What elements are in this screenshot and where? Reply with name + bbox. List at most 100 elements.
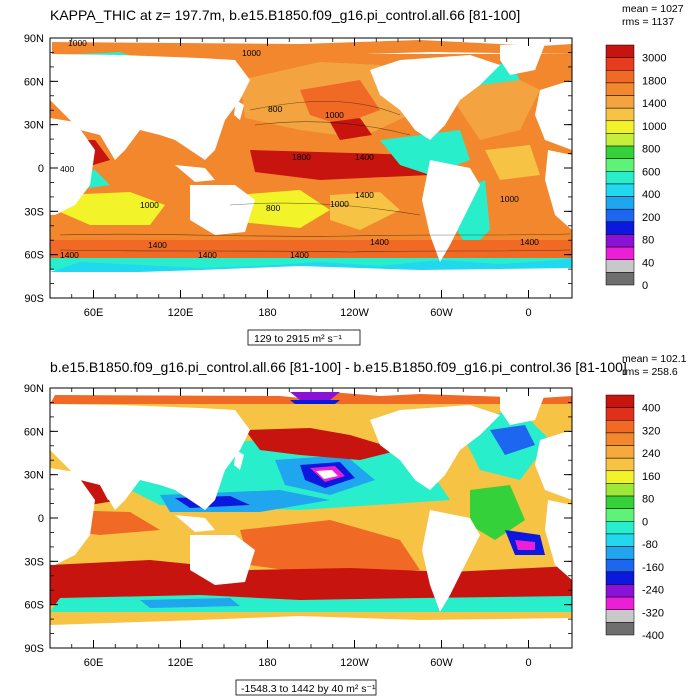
svg-text:1000: 1000 bbox=[68, 38, 87, 48]
colorbar-swatch bbox=[605, 57, 635, 71]
panel-a-range-box bbox=[247, 329, 361, 346]
panel-b-range-label: -1548.3 to 1442 by 40 m² s⁻¹ bbox=[241, 683, 376, 695]
colorbar-swatch bbox=[605, 546, 635, 560]
y-tick-label: 90N bbox=[24, 33, 44, 45]
y-tick-label: 60S bbox=[24, 600, 44, 612]
colorbar-swatch bbox=[605, 208, 635, 223]
colorbar-label: 160 bbox=[642, 471, 660, 483]
panel-a-map: 1000 1000 800 1000 1800 1400 400 1000 80… bbox=[50, 38, 572, 298]
panel-a: KAPPA_THIC at z= 197.7m, b.e15.B1850.f09… bbox=[24, 3, 684, 346]
colorbar-label: -240 bbox=[642, 585, 664, 597]
y-tick-label: 30N bbox=[24, 120, 44, 132]
panel-b: b.e15.B1850.f09_g16.pi_control.all.66 [8… bbox=[24, 353, 687, 696]
colorbar-label: -400 bbox=[642, 630, 664, 642]
x-tick-label: 180 bbox=[258, 307, 276, 319]
colorbar-label: 3000 bbox=[642, 53, 666, 65]
panel-b-colorbar: 400 320 240 160 80 0 -80 -160 -240 -320 -400 bbox=[605, 394, 664, 642]
colorbar-label: 320 bbox=[642, 425, 660, 437]
svg-text:1000: 1000 bbox=[500, 194, 519, 204]
y-tick-label: 0 bbox=[38, 163, 44, 175]
colorbar-swatch bbox=[605, 145, 635, 159]
y-tick-label: 90S bbox=[24, 643, 44, 655]
colorbar-swatch bbox=[605, 70, 635, 84]
colorbar-label: 1400 bbox=[642, 98, 666, 110]
colorbar-swatch bbox=[605, 432, 635, 446]
colorbar-swatch bbox=[605, 120, 635, 134]
colorbar-label: 1000 bbox=[642, 121, 666, 133]
svg-text:1400: 1400 bbox=[370, 237, 389, 247]
colorbar-label: 200 bbox=[642, 212, 660, 224]
colorbar-swatch bbox=[605, 558, 635, 573]
colorbar-swatch bbox=[605, 183, 635, 197]
svg-text:1400: 1400 bbox=[148, 240, 167, 250]
y-tick-label: 60N bbox=[24, 426, 44, 438]
colorbar-swatch bbox=[605, 95, 635, 109]
y-tick-label: 90N bbox=[24, 383, 44, 395]
colorbar-label: 400 bbox=[642, 189, 660, 201]
colorbar-label: 800 bbox=[642, 144, 660, 156]
colorbar-swatch bbox=[605, 495, 635, 509]
x-tick-label: 120W bbox=[340, 307, 369, 319]
colorbar-label: -160 bbox=[642, 562, 664, 574]
svg-text:800: 800 bbox=[268, 104, 282, 114]
colorbar-swatch bbox=[605, 483, 635, 497]
panel-b-rms: rms = 258.6 bbox=[622, 366, 678, 378]
y-tick-label: 0 bbox=[38, 513, 44, 525]
colorbar-swatch bbox=[605, 259, 635, 273]
panel-a-axes: 60E 120E 180 120W 60W 0 90N 60N 30N 0 30S 60S 90S bbox=[24, 33, 573, 319]
x-tick-label: 60W bbox=[430, 657, 453, 669]
panel-b-map bbox=[50, 388, 572, 648]
colorbar-swatch bbox=[605, 407, 635, 421]
colorbar-swatch bbox=[605, 533, 635, 547]
colorbar-label: 80 bbox=[642, 494, 654, 506]
y-tick-label: 30S bbox=[24, 556, 44, 568]
colorbar-swatch bbox=[605, 584, 635, 598]
svg-text:1000: 1000 bbox=[330, 199, 349, 209]
y-tick-label: 30N bbox=[24, 470, 44, 482]
svg-text:1400: 1400 bbox=[198, 250, 217, 260]
colorbar-swatch bbox=[605, 158, 635, 172]
panel-b-title: b.e15.B1850.f09_g16.pi_control.all.66 [8… bbox=[50, 359, 627, 375]
colorbar-label: 40 bbox=[642, 257, 654, 269]
colorbar-swatch bbox=[605, 420, 635, 434]
colorbar-swatch bbox=[605, 470, 635, 484]
colorbar-label: 1800 bbox=[642, 75, 666, 87]
x-tick-label: 0 bbox=[525, 307, 531, 319]
panel-a-rms: rms = 1137 bbox=[622, 16, 674, 28]
panel-a-range-label: 129 to 2915 m² s⁻¹ bbox=[254, 333, 342, 345]
colorbar-swatch bbox=[605, 82, 635, 96]
colorbar-label: 240 bbox=[642, 448, 660, 460]
colorbar-swatch bbox=[605, 272, 635, 286]
colorbar-swatch bbox=[605, 445, 635, 459]
svg-text:400: 400 bbox=[60, 164, 74, 174]
svg-text:1000: 1000 bbox=[140, 200, 159, 210]
svg-text:1400: 1400 bbox=[520, 237, 539, 247]
colorbar-swatch bbox=[605, 521, 635, 535]
colorbar-label: 0 bbox=[642, 280, 648, 292]
svg-text:1400: 1400 bbox=[355, 190, 374, 200]
colorbar-swatch bbox=[605, 596, 635, 610]
x-tick-label: 60E bbox=[84, 307, 104, 319]
colorbar-swatch bbox=[605, 609, 635, 623]
colorbar-swatch bbox=[605, 234, 635, 248]
svg-text:1000: 1000 bbox=[325, 110, 344, 120]
colorbar-label: 400 bbox=[642, 403, 660, 415]
colorbar-label: -320 bbox=[642, 607, 664, 619]
x-tick-label: 0 bbox=[525, 657, 531, 669]
panel-a-mean: mean = 1027 bbox=[622, 3, 684, 15]
colorbar-label: 600 bbox=[642, 166, 660, 178]
panel-a-contour-labels: 1000 1000 800 1000 1800 1400 400 1000 80… bbox=[60, 38, 539, 260]
svg-text:800: 800 bbox=[266, 203, 280, 213]
y-tick-label: 90S bbox=[24, 293, 44, 305]
colorbar-swatch bbox=[605, 107, 635, 122]
panel-b-axes: 60E 120E 180 120W 60W 0 90N 60N 30N 0 30S 60S 90S bbox=[24, 383, 573, 669]
colorbar-label: 0 bbox=[642, 516, 648, 528]
y-tick-label: 30S bbox=[24, 206, 44, 218]
x-tick-label: 60W bbox=[430, 307, 453, 319]
svg-text:1800: 1800 bbox=[292, 152, 311, 162]
panel-b-range-box bbox=[235, 679, 377, 696]
colorbar-swatch bbox=[605, 246, 635, 260]
x-tick-label: 120E bbox=[168, 307, 194, 319]
